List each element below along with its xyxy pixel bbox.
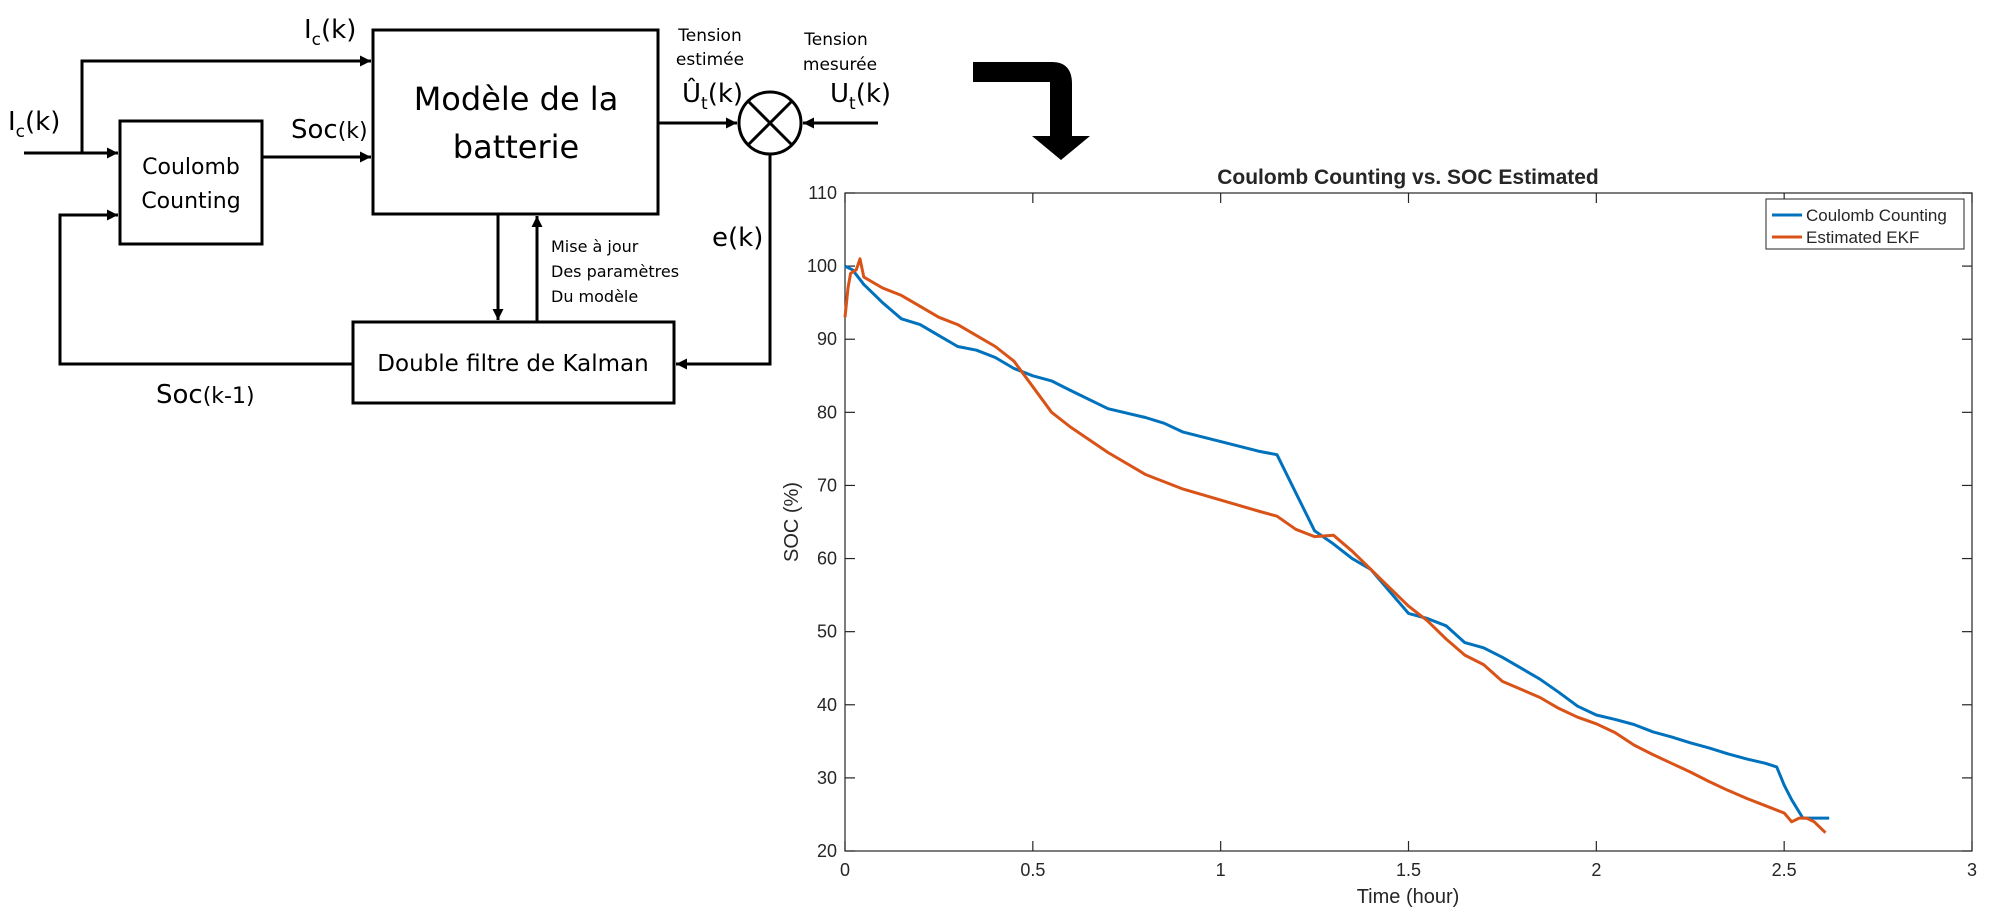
y-tick-label: 70	[817, 475, 837, 495]
error-label: e(k)	[712, 223, 763, 253]
series-layer	[843, 257, 1830, 834]
battery-model-box	[371, 28, 660, 216]
error-arrow	[676, 154, 772, 370]
estimated-voltage-caption-2: estimée	[676, 50, 744, 70]
soc-feedback-arrow	[58, 209, 353, 366]
ic-top-label: Ic(k)	[304, 15, 356, 50]
soc-k1-label: Soc(k-1)	[156, 380, 255, 410]
measured-voltage-caption-1: Tension	[803, 30, 867, 50]
x-tick-label: 1.5	[1396, 860, 1421, 880]
plot-area	[844, 192, 1973, 852]
series-line-coulomb-counting	[844, 264, 1830, 820]
soc-chart: Coulomb Counting vs. SOC Estimated 20304…	[781, 166, 1977, 908]
coulomb-counting-box	[118, 119, 264, 246]
chart-title: Coulomb Counting vs. SOC Estimated	[1217, 166, 1599, 189]
y-tick-label: 50	[817, 622, 837, 642]
battery-model-label-1: Modèle de la	[414, 80, 619, 118]
y-tick-label: 40	[817, 695, 837, 715]
x-axis: 0 0.5 1 1.5 2 2.5 3	[840, 193, 1977, 880]
block-diagram	[24, 28, 878, 405]
summing-junction	[737, 90, 803, 156]
battery-model-label-2: batterie	[453, 128, 579, 166]
x-tick-label: 0	[840, 860, 850, 880]
measured-voltage-label: Ut(k)	[830, 79, 891, 114]
legend: Coulomb Counting Estimated EKF	[1765, 198, 1965, 250]
legend-label-coulomb: Coulomb Counting	[1806, 206, 1947, 225]
update-note-2: Des paramètres	[551, 262, 679, 281]
y-tick-label: 60	[817, 549, 837, 569]
kalman-filter-label: Double filtre de Kalman	[377, 351, 648, 377]
legend-label-ekf: Estimated EKF	[1806, 228, 1919, 247]
y-tick-label: 80	[817, 402, 837, 422]
estimated-voltage-caption-1: Tension	[677, 26, 741, 46]
measured-voltage-caption-2: mesurée	[803, 55, 877, 75]
legend-box	[1765, 198, 1965, 250]
y-tick-label: 110	[808, 183, 837, 203]
coulomb-counting-label-1: Coulomb	[142, 155, 240, 180]
x-tick-label: 2	[1591, 860, 1601, 880]
ic-input-label: Ic(k)	[8, 107, 60, 142]
series-line-estimated-ekf	[843, 257, 1827, 834]
x-tick-label: 1	[1216, 860, 1226, 880]
x-tick-label: 0.5	[1020, 860, 1045, 880]
y-tick-label: 20	[817, 841, 837, 861]
y-tick-label: 30	[817, 768, 837, 788]
soc-k-label: Soc(k)	[291, 115, 368, 145]
y-tick-label: 90	[817, 329, 837, 349]
x-tick-label: 2.5	[1772, 860, 1797, 880]
bent-arrow-icon	[973, 62, 1090, 160]
y-tick-label: 100	[807, 256, 837, 276]
y-axis: 20 30 40 50 60 70 80 90 100 110	[807, 183, 1972, 861]
x-axis-label: Time (hour)	[1357, 886, 1460, 908]
ic-branch-arrow	[80, 55, 371, 153]
update-note-3: Du modèle	[551, 287, 638, 306]
update-note-1: Mise à jour	[551, 237, 639, 256]
x-tick-label: 3	[1967, 860, 1977, 880]
y-axis-label: SOC (%)	[781, 482, 803, 562]
coulomb-counting-label-2: Counting	[141, 189, 240, 214]
estimated-voltage-label: Ût(k)	[682, 77, 743, 114]
